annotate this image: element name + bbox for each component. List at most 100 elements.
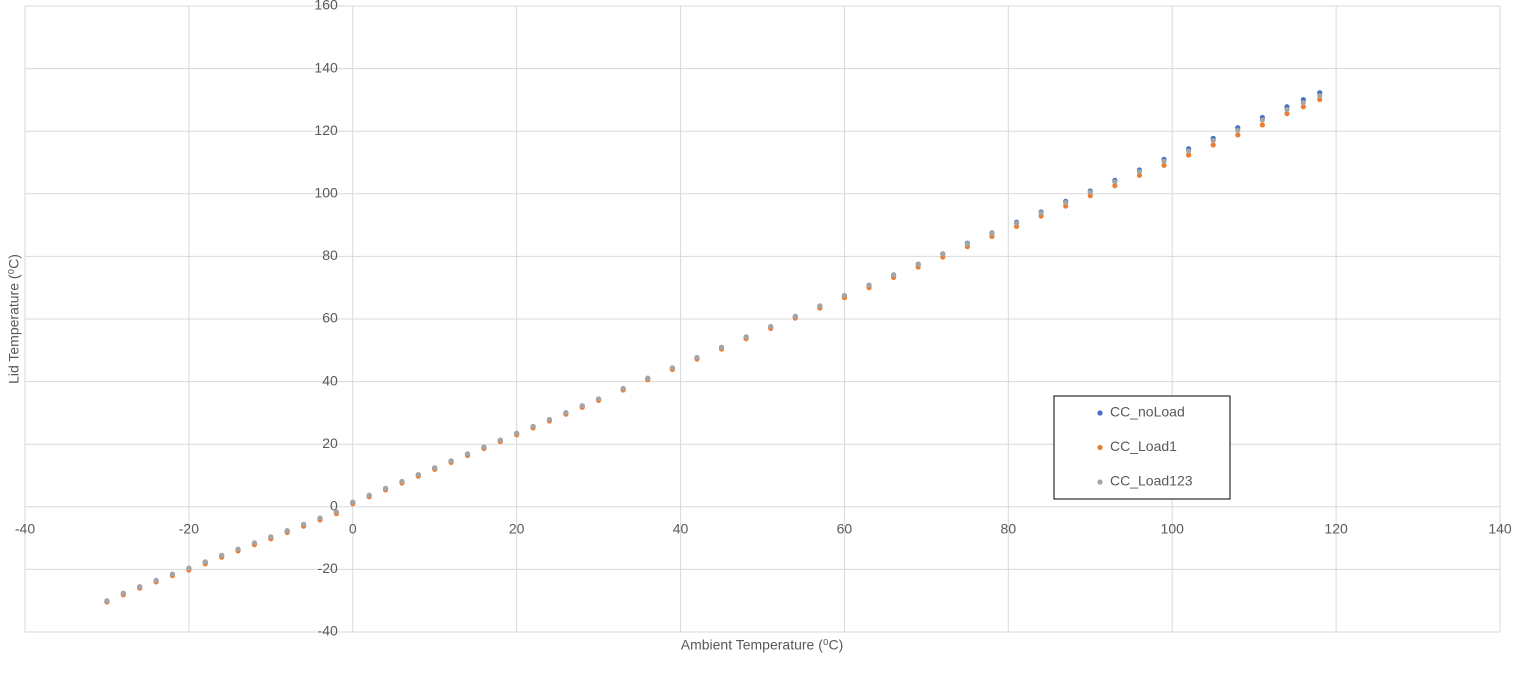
data-point bbox=[891, 272, 897, 278]
y-tick-label: 40 bbox=[322, 372, 338, 388]
data-point bbox=[1112, 179, 1118, 185]
x-tick-label: 40 bbox=[673, 521, 689, 537]
x-tick-label: 100 bbox=[1161, 521, 1185, 537]
data-point bbox=[1317, 93, 1323, 99]
data-point bbox=[841, 292, 848, 299]
data-point bbox=[546, 416, 553, 423]
x-tick-label: 20 bbox=[509, 521, 525, 537]
legend-box bbox=[1053, 395, 1231, 500]
data-point bbox=[1300, 104, 1306, 110]
data-point bbox=[464, 451, 471, 457]
data-point bbox=[137, 584, 143, 590]
data-point bbox=[596, 396, 602, 402]
legend-label: CC_Load1 bbox=[1110, 438, 1177, 454]
data-point bbox=[530, 423, 536, 429]
y-tick-label: 20 bbox=[322, 435, 338, 451]
data-point bbox=[399, 478, 405, 485]
y-tick-label: 60 bbox=[322, 310, 338, 326]
y-tick-label: 120 bbox=[314, 122, 338, 138]
data-point bbox=[104, 598, 110, 604]
data-point bbox=[989, 230, 995, 237]
data-point bbox=[1161, 158, 1167, 164]
data-point bbox=[514, 430, 520, 436]
data-point bbox=[1259, 117, 1265, 123]
data-point bbox=[718, 344, 725, 350]
data-point bbox=[645, 375, 651, 381]
data-point bbox=[382, 485, 389, 491]
data-point bbox=[817, 303, 823, 309]
data-point bbox=[792, 313, 798, 319]
legend-marker bbox=[1097, 410, 1103, 416]
x-tick-label: -20 bbox=[179, 521, 199, 537]
x-tick-label: 80 bbox=[1001, 521, 1017, 537]
data-point bbox=[268, 534, 274, 540]
data-point bbox=[915, 261, 921, 268]
legend-marker bbox=[1097, 444, 1103, 451]
data-point bbox=[964, 241, 970, 247]
y-tick-label: 80 bbox=[322, 247, 338, 263]
legend-label: CC_noLoad bbox=[1110, 404, 1185, 420]
y-tick-label: 140 bbox=[314, 59, 338, 75]
legend: CC_noLoad CC_Load1 CC_Load123 bbox=[1053, 395, 1231, 500]
x-tick-label: 120 bbox=[1324, 521, 1348, 537]
data-point bbox=[301, 521, 307, 527]
data-point bbox=[1284, 107, 1290, 113]
data-point bbox=[235, 546, 241, 552]
data-point bbox=[1210, 142, 1216, 148]
x-axis-title: Ambient Temperature (⁰C) bbox=[681, 637, 844, 653]
data-point bbox=[579, 403, 585, 409]
y-tick-label: -40 bbox=[318, 623, 338, 639]
x-tick-label: 140 bbox=[1488, 521, 1512, 537]
data-point bbox=[432, 465, 438, 471]
data-point bbox=[120, 590, 126, 596]
data-point bbox=[169, 571, 176, 577]
data-point bbox=[1235, 132, 1241, 138]
data-point bbox=[1186, 152, 1192, 158]
data-point bbox=[1087, 189, 1093, 195]
x-tick-label: 60 bbox=[837, 521, 853, 537]
data-point bbox=[366, 492, 372, 498]
data-point bbox=[669, 365, 675, 371]
data-point bbox=[202, 559, 208, 565]
data-point bbox=[743, 334, 749, 340]
data-point bbox=[1235, 127, 1241, 133]
data-point bbox=[1136, 172, 1143, 178]
data-point bbox=[350, 499, 356, 505]
data-point bbox=[1013, 220, 1020, 226]
data-point bbox=[251, 540, 258, 546]
x-tick-label: -40 bbox=[15, 521, 35, 537]
data-point bbox=[768, 323, 774, 330]
y-tick-label: 0 bbox=[330, 498, 338, 514]
data-point bbox=[620, 385, 626, 392]
data-point bbox=[448, 458, 454, 464]
data-point bbox=[1063, 199, 1069, 206]
x-tick-label: 0 bbox=[349, 521, 357, 537]
data-point bbox=[481, 444, 487, 450]
legend-marker bbox=[1097, 479, 1103, 485]
legend-label: CC_Load123 bbox=[1110, 473, 1193, 489]
y-tick-label: -20 bbox=[318, 560, 338, 576]
data-point bbox=[1136, 168, 1143, 175]
data-point bbox=[1112, 183, 1118, 189]
data-point bbox=[1038, 210, 1044, 216]
data-point bbox=[284, 527, 290, 534]
y-tick-label: 160 bbox=[314, 0, 338, 13]
data-point bbox=[1186, 148, 1192, 154]
data-point bbox=[415, 471, 421, 478]
data-point bbox=[186, 565, 192, 571]
data-point bbox=[219, 552, 225, 558]
data-point bbox=[1161, 162, 1167, 168]
data-point bbox=[317, 515, 323, 521]
data-point bbox=[497, 437, 503, 443]
data-point bbox=[1259, 122, 1265, 128]
y-axis-title: Lid Temperature (⁰C) bbox=[6, 254, 22, 384]
data-point bbox=[1300, 100, 1306, 106]
data-point bbox=[940, 251, 946, 257]
data-point bbox=[153, 577, 159, 583]
data-point bbox=[1284, 111, 1290, 117]
y-tick-label: 100 bbox=[314, 185, 338, 201]
data-point bbox=[333, 509, 339, 515]
data-point bbox=[563, 409, 569, 416]
